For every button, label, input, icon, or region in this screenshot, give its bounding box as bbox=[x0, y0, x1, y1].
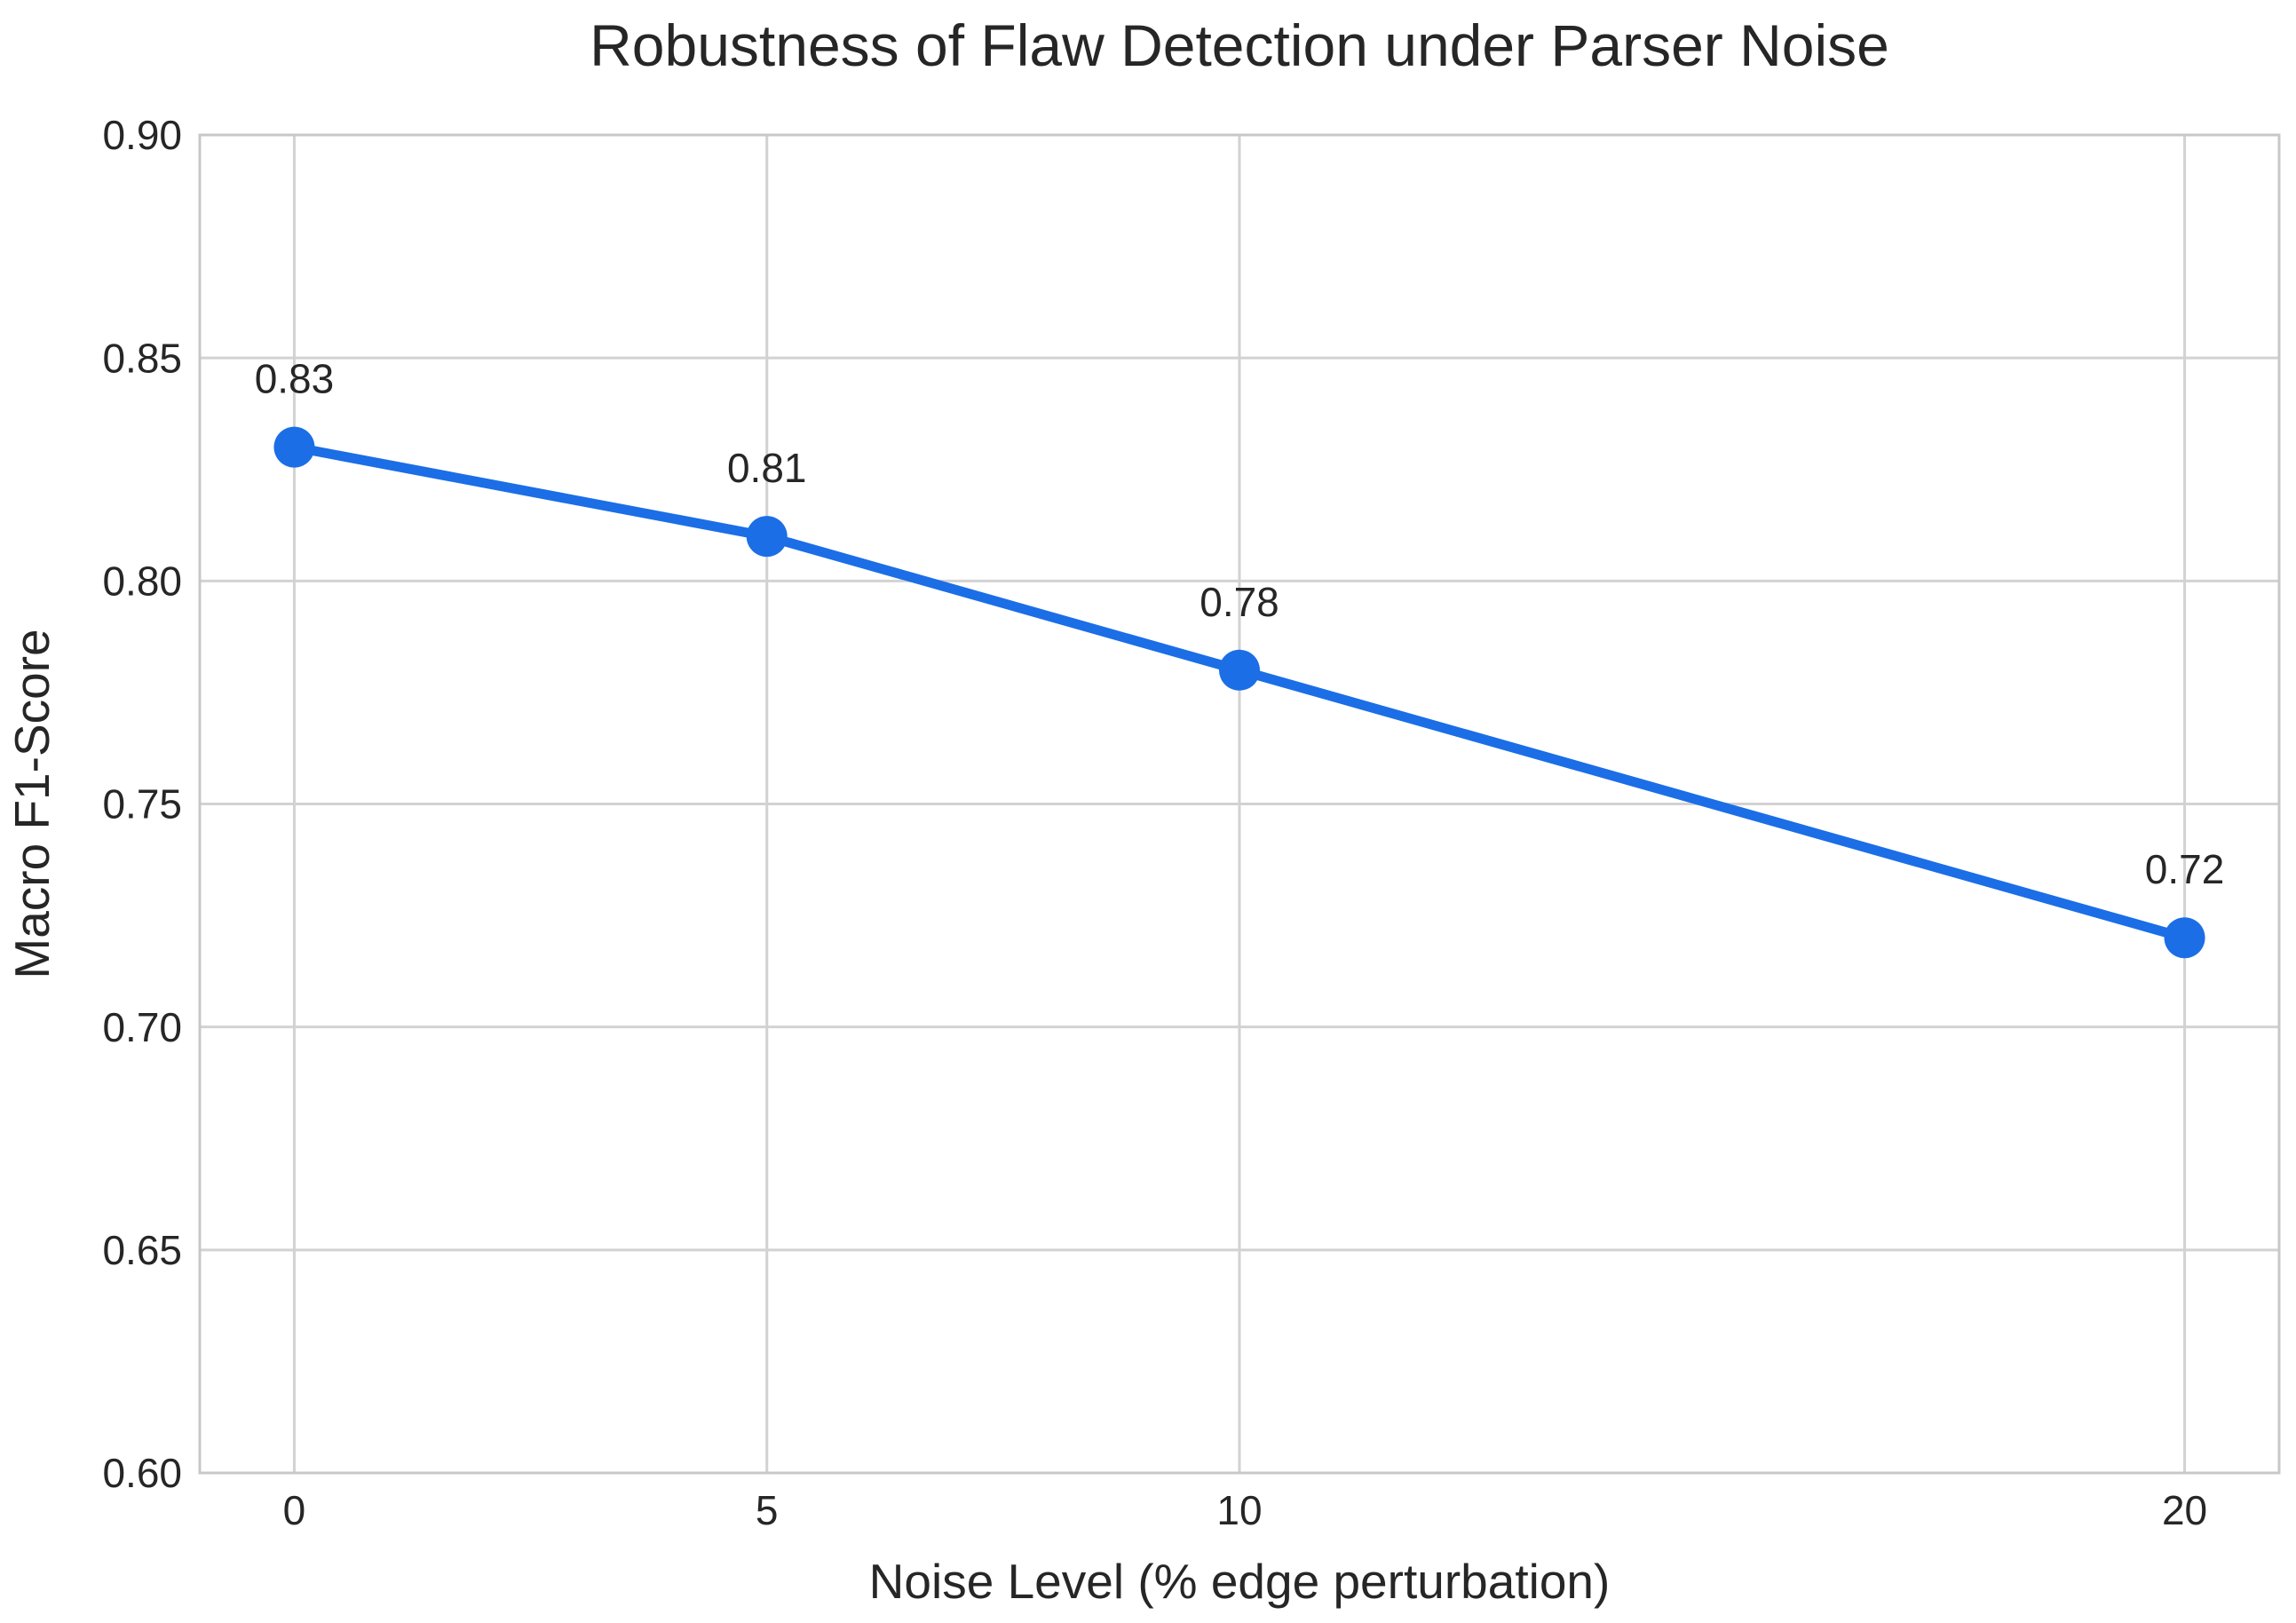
y-tick-labels: 0.60 0.65 0.70 0.75 0.80 0.85 0.90 bbox=[102, 112, 182, 1496]
data-points bbox=[273, 426, 2205, 959]
data-point-marker bbox=[2164, 917, 2205, 959]
data-point-label: 0.83 bbox=[255, 356, 335, 402]
y-axis-label: Macro F1-Score bbox=[4, 629, 59, 978]
gridlines bbox=[200, 133, 2279, 1475]
x-tick-label: 0 bbox=[283, 1487, 306, 1533]
y-tick-label: 0.60 bbox=[102, 1450, 182, 1496]
data-point-label: 0.78 bbox=[1199, 579, 1279, 625]
chart-title: Robustness of Flaw Detection under Parse… bbox=[590, 12, 1889, 78]
plot-border bbox=[198, 133, 2281, 1475]
y-tick-label: 0.85 bbox=[102, 335, 182, 381]
series-line-group bbox=[289, 442, 2190, 943]
x-tick-labels: 0 5 10 20 bbox=[283, 1487, 2207, 1533]
y-tick-label: 0.75 bbox=[102, 781, 182, 827]
y-tick-label: 0.80 bbox=[102, 558, 182, 604]
series-line bbox=[289, 442, 2190, 943]
x-axis-label: Noise Level (% edge perturbation) bbox=[869, 1554, 1611, 1609]
y-tick-label: 0.70 bbox=[102, 1004, 182, 1050]
x-tick-label: 20 bbox=[2162, 1487, 2207, 1533]
data-point-marker bbox=[273, 426, 315, 468]
data-point-marker bbox=[1219, 649, 1260, 691]
data-point-label: 0.72 bbox=[2145, 846, 2225, 892]
data-point-label: 0.81 bbox=[727, 445, 807, 491]
data-labels: 0.83 0.81 0.78 0.72 bbox=[255, 356, 2225, 893]
y-tick-label: 0.65 bbox=[102, 1227, 182, 1273]
x-tick-label: 10 bbox=[1216, 1487, 1262, 1533]
data-point-marker bbox=[746, 516, 788, 558]
y-tick-label: 0.90 bbox=[102, 112, 182, 158]
x-tick-label: 5 bbox=[756, 1487, 779, 1533]
